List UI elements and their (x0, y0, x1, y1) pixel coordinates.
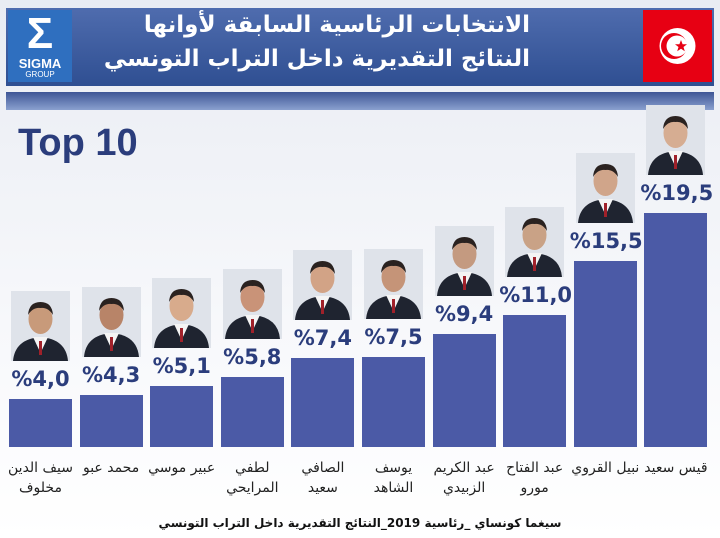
bar (150, 385, 214, 447)
photo (575, 153, 635, 223)
x-tick-label: الصافي سعيد (301, 460, 345, 496)
x-tick-label: لطفي المرايحي (226, 460, 279, 496)
x-tick-label: يوسف الشاهد (373, 460, 414, 496)
title: النتائج التقديرية داخل التراب التونسي (103, 46, 530, 72)
x-tick-label: سيف الدين مخلوف (8, 460, 73, 496)
flag (643, 10, 712, 82)
logo: Σ SIGMA GROUP (8, 10, 72, 82)
x-tick-label: عبد الكريم الزبيدي (433, 460, 495, 496)
value-label: %9,4 (434, 302, 494, 327)
photo (222, 269, 282, 340)
value-label: %4,0 (11, 367, 70, 391)
bar (291, 358, 355, 447)
portrait (295, 261, 351, 321)
photo (11, 291, 70, 361)
photo (152, 277, 212, 348)
footer: سيغما كونساي _رئاسية 2019_النتائج التقدي… (158, 516, 562, 530)
bar (9, 399, 72, 447)
value-label: %15,5 (569, 229, 643, 253)
value-label: %7,4 (293, 326, 353, 351)
x-tick-label: عبد الفتاح مورو (506, 460, 564, 496)
bar (79, 395, 143, 447)
flag-emblem (659, 28, 696, 64)
subtitle: Top 10 (18, 122, 138, 164)
header-band (6, 92, 714, 110)
portrait (366, 260, 421, 319)
portrait (436, 237, 492, 297)
header (6, 8, 714, 86)
portrait (154, 288, 210, 348)
bar (644, 213, 708, 447)
photo (293, 250, 353, 321)
photo (646, 105, 706, 175)
photo (505, 207, 565, 277)
bar (432, 334, 496, 447)
value-label: %7,5 (364, 325, 423, 349)
x-tick-label: قيس سعيد (644, 460, 708, 476)
value-label: %19,5 (640, 181, 714, 205)
value-label: %4,3 (81, 363, 141, 388)
logo-subtext: GROUP (25, 70, 55, 79)
portrait (224, 280, 280, 340)
value-label: %5,1 (152, 353, 211, 378)
bar (503, 315, 567, 447)
x-tick-label: نبيل القروي (571, 460, 640, 476)
photo (434, 226, 494, 297)
logo-icon: Σ (26, 9, 54, 58)
bar (220, 377, 284, 447)
portrait (507, 218, 563, 277)
x-tick-label: محمد عبو (82, 460, 140, 476)
x-tick-label: عبير موسي (148, 460, 216, 476)
photo (364, 249, 423, 319)
logo-text: SIGMA (18, 56, 62, 71)
portrait (648, 116, 704, 175)
title: الانتخابات الرئاسية السابقة لأوانها (143, 12, 530, 38)
value-label: %11,0 (499, 283, 573, 307)
portrait (577, 164, 633, 223)
bar (362, 357, 425, 447)
value-label: %5,8 (223, 345, 282, 370)
photo (81, 287, 141, 358)
portrait (13, 302, 68, 361)
portrait (83, 298, 139, 358)
bar (573, 261, 637, 447)
